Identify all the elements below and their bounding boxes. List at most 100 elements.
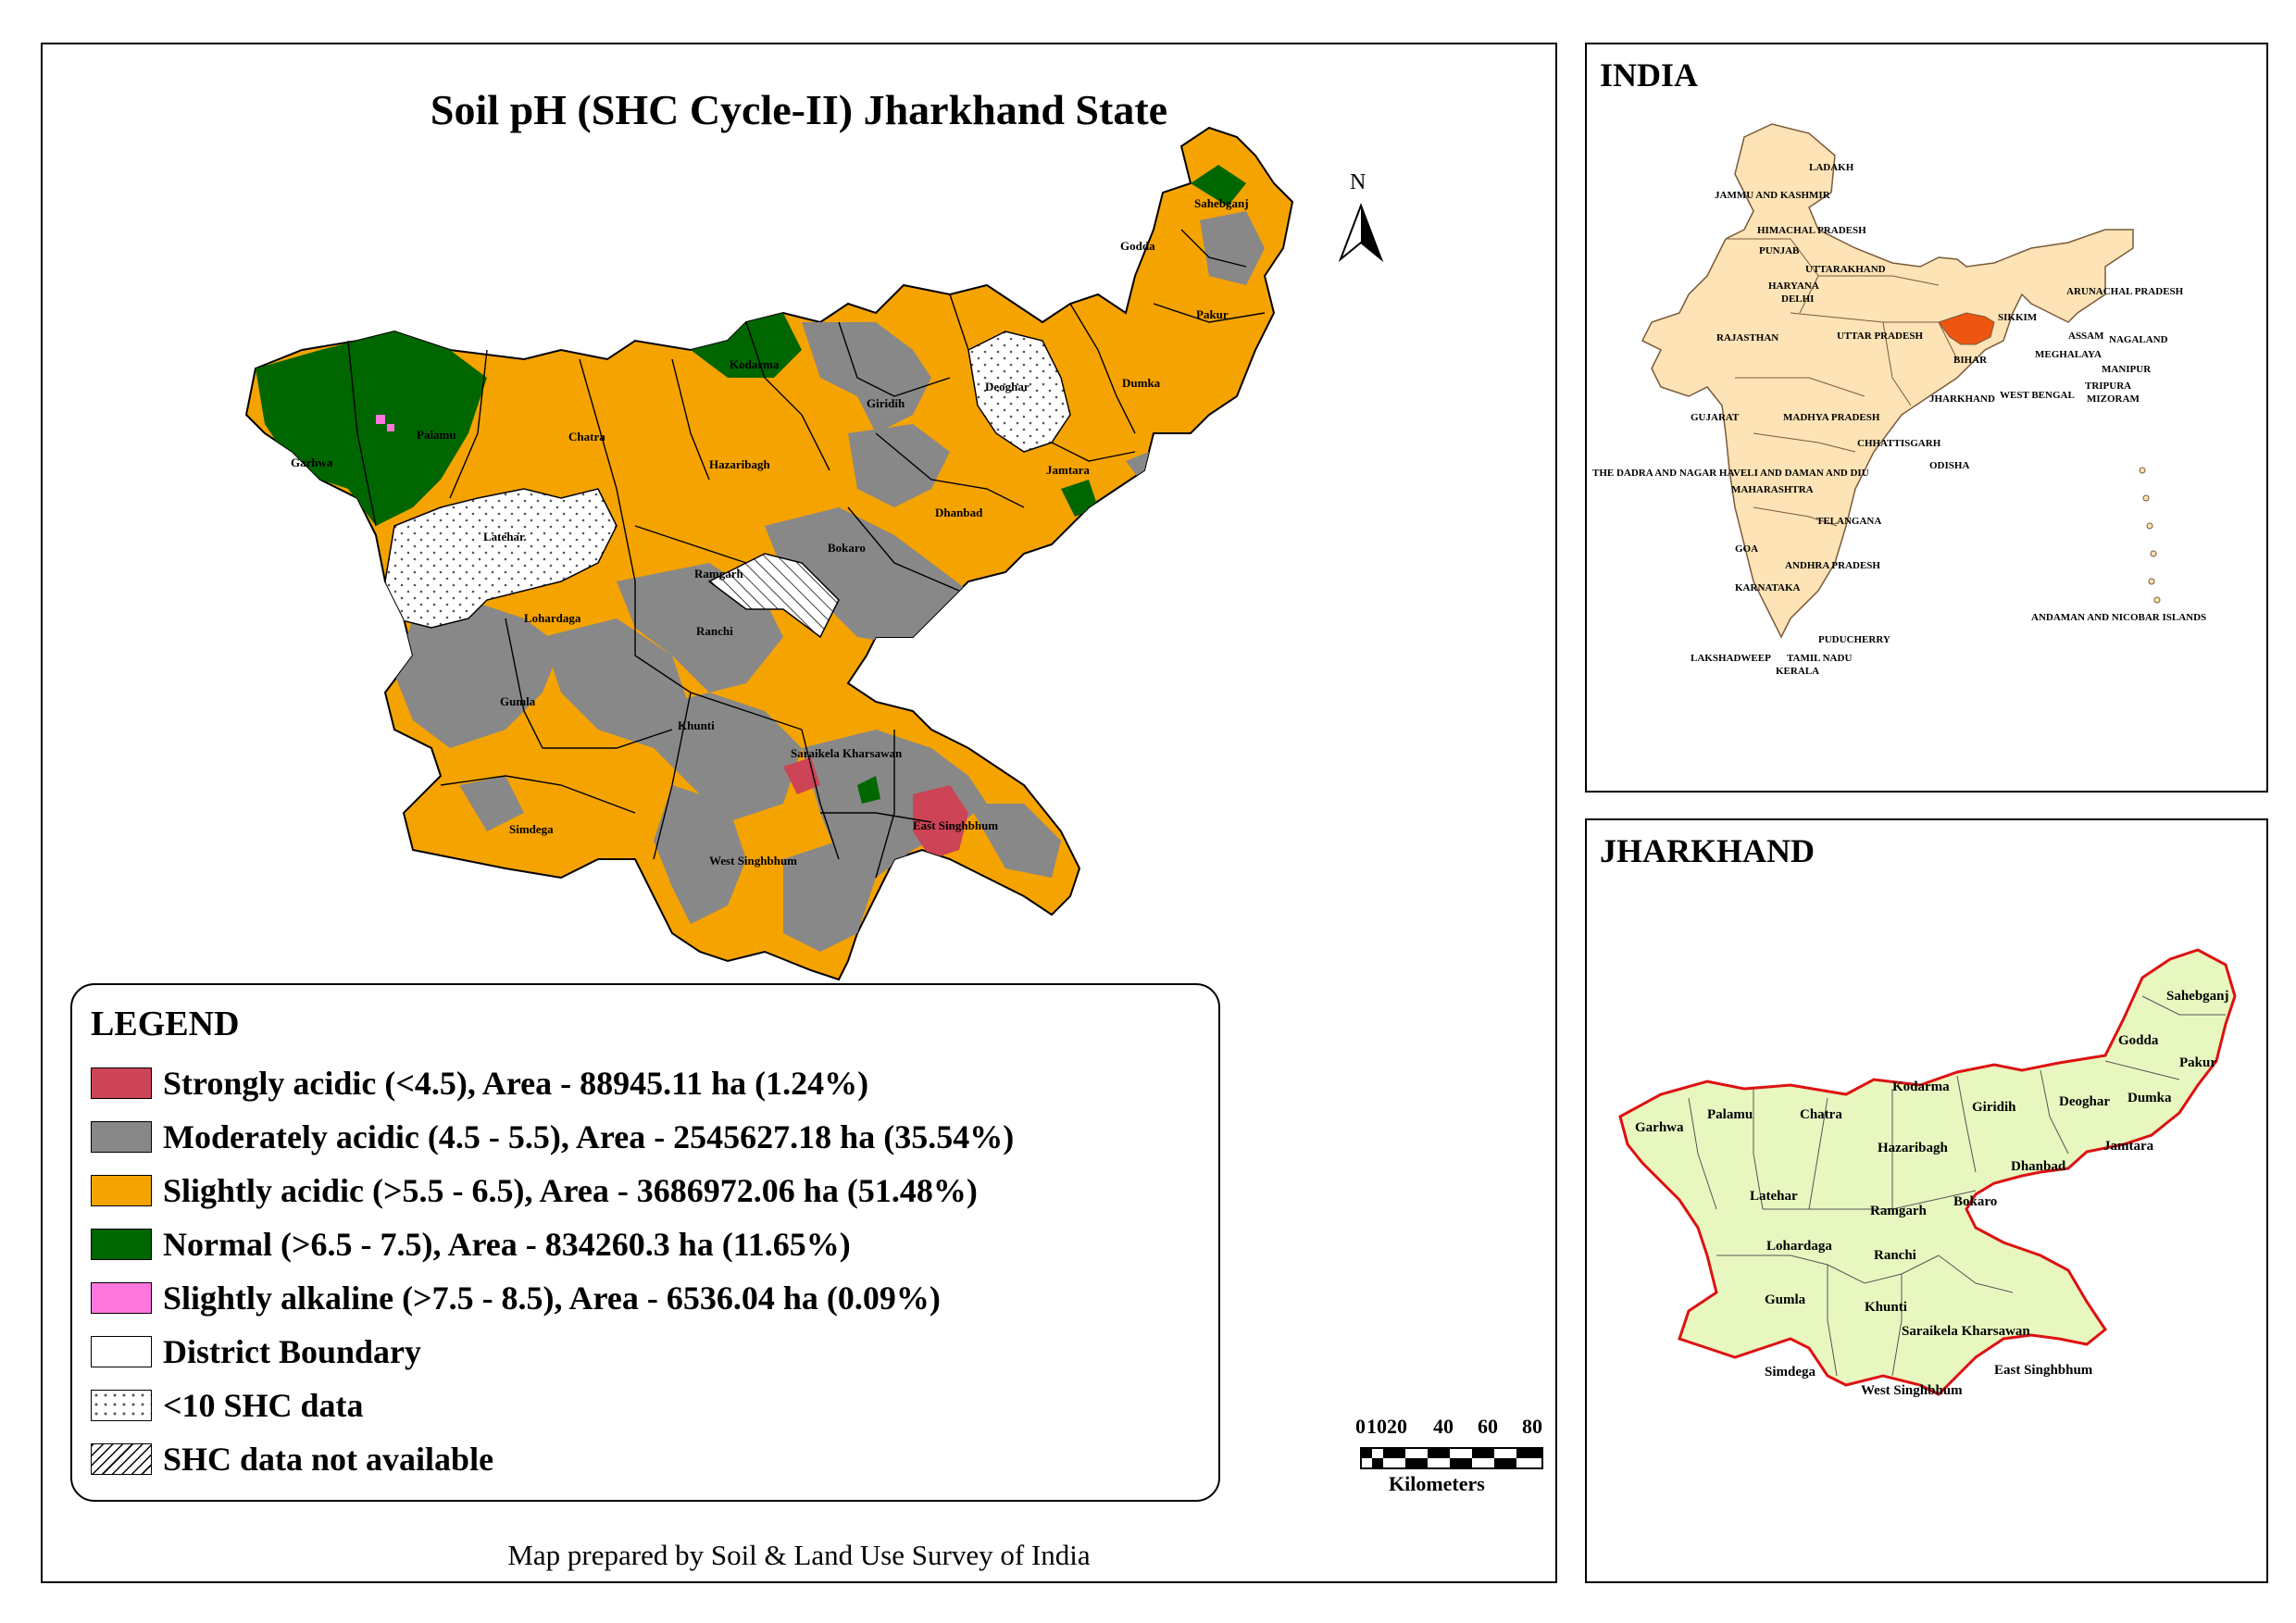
svg-text:LAKSHADWEEP: LAKSHADWEEP [1691,653,1771,664]
svg-text:Giridih: Giridih [1972,1100,2016,1115]
legend-item-slightly-acidic: Slightly acidic (>5.5 - 6.5), Area - 368… [91,1172,978,1209]
main-map-frame: Soil pH (SHC Cycle-II) Jharkhand State [41,43,1557,1583]
scale-tick-80: 80 [1522,1415,1542,1438]
svg-text:PUNJAB: PUNJAB [1759,245,1800,256]
label-east-singhbhum: East Singhbhum [913,818,998,832]
svg-text:Ranchi: Ranchi [1874,1248,1916,1263]
svg-text:Khunti: Khunti [1865,1300,1907,1315]
label-palamu: Palamu [417,428,456,442]
island-groups [2139,467,2161,604]
scale-tick-60: 60 [1478,1415,1498,1438]
svg-text:Ramgarh: Ramgarh [1870,1204,1927,1218]
svg-text:Dumka: Dumka [2128,1091,2172,1105]
district-boundaries [347,229,1266,879]
label-kodarma: Kodarma [730,357,780,371]
scale-tick-0: 0 [1355,1415,1366,1438]
label-ranchi: Ranchi [696,624,733,638]
india-inset: INDIA LADAKH JAMMU AND KASHMIR HIMACHAL … [1585,43,2268,793]
label-gumla: Gumla [500,694,536,708]
label-saraikela: Saraikela Kharsawan [791,746,903,760]
district-labels: Garhwa Palamu Chatra Kodarma Giridih Deo… [291,196,1249,868]
svg-text:PUDUCHERRY: PUDUCHERRY [1818,634,1890,645]
swatch-strongly-acidic [91,1067,152,1099]
svg-text:Sahebganj: Sahebganj [2166,989,2229,1004]
scale-tick-40: 40 [1433,1415,1454,1438]
label-latehar: Latehar [483,530,525,543]
label-chatra: Chatra [568,430,605,443]
swatch-no-shc [91,1443,152,1475]
svg-text:NAGALAND: NAGALAND [2109,334,2168,345]
svg-text:Palamu: Palamu [1707,1107,1753,1122]
svg-text:Dhanbad: Dhanbad [2011,1159,2066,1174]
svg-text:DELHI: DELHI [1781,293,1814,305]
label-simdega: Simdega [509,822,554,836]
north-label: N [1350,170,1366,194]
legend-label: Normal (>6.5 - 7.5), Area - 834260.3 ha … [163,1226,851,1263]
swatch-slightly-acidic [91,1175,152,1206]
svg-text:Latehar: Latehar [1750,1189,1798,1204]
svg-text:Godda: Godda [2118,1033,2159,1048]
svg-text:KARNATAKA: KARNATAKA [1735,582,1801,593]
jharkhand-outline [1618,948,2237,1396]
svg-text:Chatra: Chatra [1800,1107,1842,1122]
svg-text:LADAKH: LADAKH [1809,162,1854,173]
jh-district-labels: Garhwa Palamu Chatra Kodarma Giridih Deo… [1635,989,2229,1398]
jh-district-lines [1688,995,2226,1377]
label-west-singhbhum: West Singhbhum [709,854,797,868]
svg-text:SIKKIM: SIKKIM [1998,312,2038,323]
label-ramgarh: Ramgarh [694,567,743,581]
legend-label: Moderately acidic (4.5 - 5.5), Area - 25… [163,1118,1015,1155]
legend-item-moderately-acidic: Moderately acidic (4.5 - 5.5), Area - 25… [91,1118,1014,1155]
svg-text:CHHATTISGARH: CHHATTISGARH [1857,438,1941,449]
india-map[interactable]: LADAKH JAMMU AND KASHMIR HIMACHAL PRADES… [1587,44,2270,794]
scale-unit: Kilometers [1389,1472,1485,1495]
svg-text:Garhwa: Garhwa [1635,1120,1684,1135]
label-deoghar: Deoghar [985,380,1029,393]
svg-text:RAJASTHAN: RAJASTHAN [1716,332,1778,343]
label-giridih: Giridih [867,396,905,410]
india-outline [1641,123,2134,639]
svg-text:ANDHRA PRADESH: ANDHRA PRADESH [1785,560,1880,571]
svg-text:MADHYA PRADESH: MADHYA PRADESH [1783,412,1880,423]
svg-text:Saraikela Kharsawan: Saraikela Kharsawan [1902,1324,2030,1339]
legend-label: <10 SHC data [163,1387,364,1424]
svg-text:West Singhbhum: West Singhbhum [1861,1383,1963,1398]
india-inset-title: INDIA [1600,56,1699,94]
legend-item-low-shc: <10 SHC data [91,1387,364,1424]
ph-patches [256,165,1265,952]
scale-bar [1360,1447,1543,1469]
svg-text:Deoghar: Deoghar [2059,1094,2110,1109]
svg-text:Lohardaga: Lohardaga [1766,1239,1832,1254]
scale-tick-10: 10 [1366,1415,1387,1438]
swatch-low-shc [91,1390,152,1421]
legend-item-no-shc: SHC data not available [91,1441,493,1478]
legend-label: SHC data not available [163,1441,494,1478]
svg-text:GOA: GOA [1735,543,1758,555]
legend-label: District Boundary [163,1333,421,1370]
north-arrow-icon [1338,203,1384,263]
india-state-labels: LADAKH JAMMU AND KASHMIR HIMACHAL PRADES… [1592,162,2206,677]
legend-label: Slightly alkaline (>7.5 - 8.5), Area - 6… [163,1280,941,1317]
svg-text:Simdega: Simdega [1765,1365,1816,1380]
legend: LEGEND Strongly acidic (<4.5), Area - 88… [70,983,1220,1502]
label-sahebganj: Sahebganj [1194,196,1249,210]
swatch-normal [91,1229,152,1260]
svg-text:HIMACHAL PRADESH: HIMACHAL PRADESH [1757,225,1866,236]
svg-text:UTTAR PRADESH: UTTAR PRADESH [1837,331,1923,342]
label-lohardaga: Lohardaga [524,611,581,625]
svg-text:MEGHALAYA: MEGHALAYA [2035,349,2102,360]
label-khunti: Khunti [678,718,715,732]
svg-text:ODISHA: ODISHA [1929,460,1969,471]
label-garhwa: Garhwa [291,456,333,469]
jharkhand-inset: JHARKHAND Garhwa Palamu Chatra Kodarma G… [1585,818,2268,1583]
legend-label: Strongly acidic (<4.5), Area - 88945.11 … [163,1065,869,1102]
label-pakur: Pakur [1196,307,1229,321]
legend-title: LEGEND [91,1005,240,1043]
svg-text:THE DADRA AND NAGAR HAVELI AND: THE DADRA AND NAGAR HAVELI AND DAMAN AND… [1592,468,1869,479]
svg-text:GUJARAT: GUJARAT [1691,412,1740,423]
main-map[interactable]: Garhwa Palamu Chatra Kodarma Giridih Deo… [43,44,1559,1585]
label-godda: Godda [1120,239,1155,253]
svg-text:HARYANA: HARYANA [1768,281,1819,292]
jharkhand-district-map[interactable]: Garhwa Palamu Chatra Kodarma Giridih Deo… [1587,820,2270,1585]
svg-text:Pakur: Pakur [2179,1055,2216,1070]
